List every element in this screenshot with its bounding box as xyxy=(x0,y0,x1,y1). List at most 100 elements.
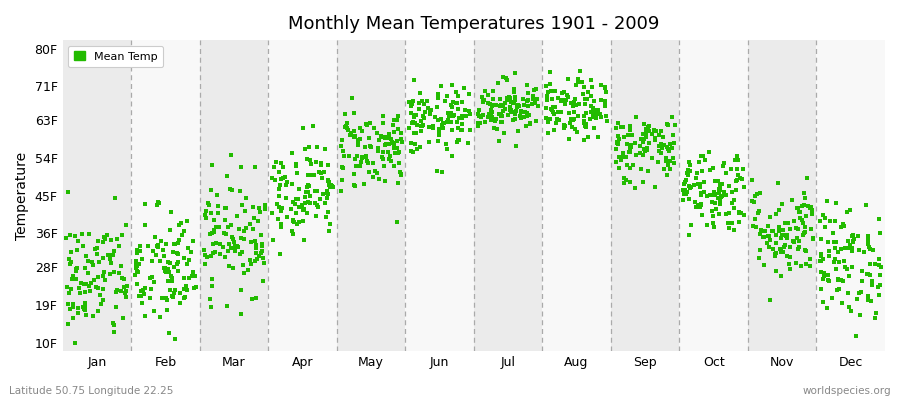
Point xyxy=(804,226,818,232)
Point xyxy=(376,163,391,169)
Point xyxy=(344,130,358,137)
Point xyxy=(130,269,145,275)
Point xyxy=(96,269,111,275)
Point xyxy=(252,253,266,260)
Point xyxy=(580,95,594,102)
Point xyxy=(557,89,572,95)
Point xyxy=(216,244,230,250)
Point xyxy=(289,161,303,168)
Point xyxy=(75,231,89,238)
Point xyxy=(865,282,879,288)
Point xyxy=(359,154,374,160)
Point xyxy=(68,268,83,274)
Point xyxy=(440,119,454,126)
Point xyxy=(577,118,591,124)
Point xyxy=(78,300,93,306)
Point xyxy=(406,114,420,121)
Point xyxy=(347,110,362,116)
Point xyxy=(783,254,797,260)
Point xyxy=(654,141,669,147)
Point xyxy=(698,157,712,163)
Point xyxy=(478,119,492,125)
Point xyxy=(365,174,380,180)
Point xyxy=(313,196,328,202)
Point xyxy=(826,259,841,265)
Point xyxy=(720,220,734,226)
Point xyxy=(797,224,812,230)
Point xyxy=(471,110,485,117)
Point xyxy=(87,276,102,283)
Point xyxy=(405,119,419,125)
Point xyxy=(763,214,778,220)
Bar xyxy=(268,40,337,351)
Point xyxy=(814,251,828,257)
Point xyxy=(360,160,374,166)
Point xyxy=(130,262,145,269)
Point xyxy=(817,224,832,230)
Point xyxy=(204,253,219,259)
Point xyxy=(637,146,652,152)
Point xyxy=(403,100,418,107)
Point xyxy=(619,162,634,168)
Point xyxy=(635,139,650,145)
Point xyxy=(750,191,764,197)
Point xyxy=(339,124,354,131)
Point xyxy=(688,204,703,210)
Point xyxy=(640,144,654,151)
Point xyxy=(197,260,211,267)
Point xyxy=(206,229,220,235)
Point xyxy=(586,98,600,104)
Point xyxy=(745,177,760,184)
Point xyxy=(218,205,232,211)
Point xyxy=(161,269,176,275)
Point xyxy=(322,179,337,186)
Point xyxy=(504,99,518,106)
Point xyxy=(544,107,559,114)
Point xyxy=(705,198,719,205)
Point xyxy=(230,213,245,220)
Point xyxy=(506,100,520,106)
Point xyxy=(528,118,543,124)
Point xyxy=(522,112,536,118)
Point xyxy=(835,220,850,227)
Point xyxy=(694,202,708,208)
Point xyxy=(179,283,194,290)
Point xyxy=(791,226,806,232)
Point xyxy=(161,258,176,265)
Point xyxy=(775,201,789,207)
Point xyxy=(849,333,863,340)
Point xyxy=(392,126,406,133)
Point xyxy=(219,231,233,238)
Point xyxy=(289,196,303,202)
Point xyxy=(610,139,625,145)
Point xyxy=(796,216,810,223)
Point xyxy=(790,246,805,252)
Point xyxy=(321,228,336,234)
Point xyxy=(722,225,736,231)
Point xyxy=(234,234,248,241)
Point xyxy=(166,293,180,299)
Point xyxy=(435,169,449,175)
Point xyxy=(845,238,859,244)
Point xyxy=(621,132,635,138)
Point xyxy=(727,197,742,203)
Point xyxy=(689,175,704,181)
Point xyxy=(859,202,873,208)
Point xyxy=(105,252,120,259)
Point xyxy=(509,108,524,114)
Point xyxy=(616,180,631,187)
Point xyxy=(211,210,225,216)
Point xyxy=(638,148,652,155)
Point xyxy=(220,224,235,230)
Point xyxy=(584,77,598,83)
Point xyxy=(844,264,859,270)
Point xyxy=(320,190,334,196)
Point xyxy=(680,170,695,176)
Point xyxy=(590,134,605,140)
Point xyxy=(302,183,316,189)
Point xyxy=(334,188,348,194)
Point xyxy=(655,134,670,140)
Point xyxy=(652,148,667,154)
Point xyxy=(757,228,771,234)
Point xyxy=(224,222,238,228)
